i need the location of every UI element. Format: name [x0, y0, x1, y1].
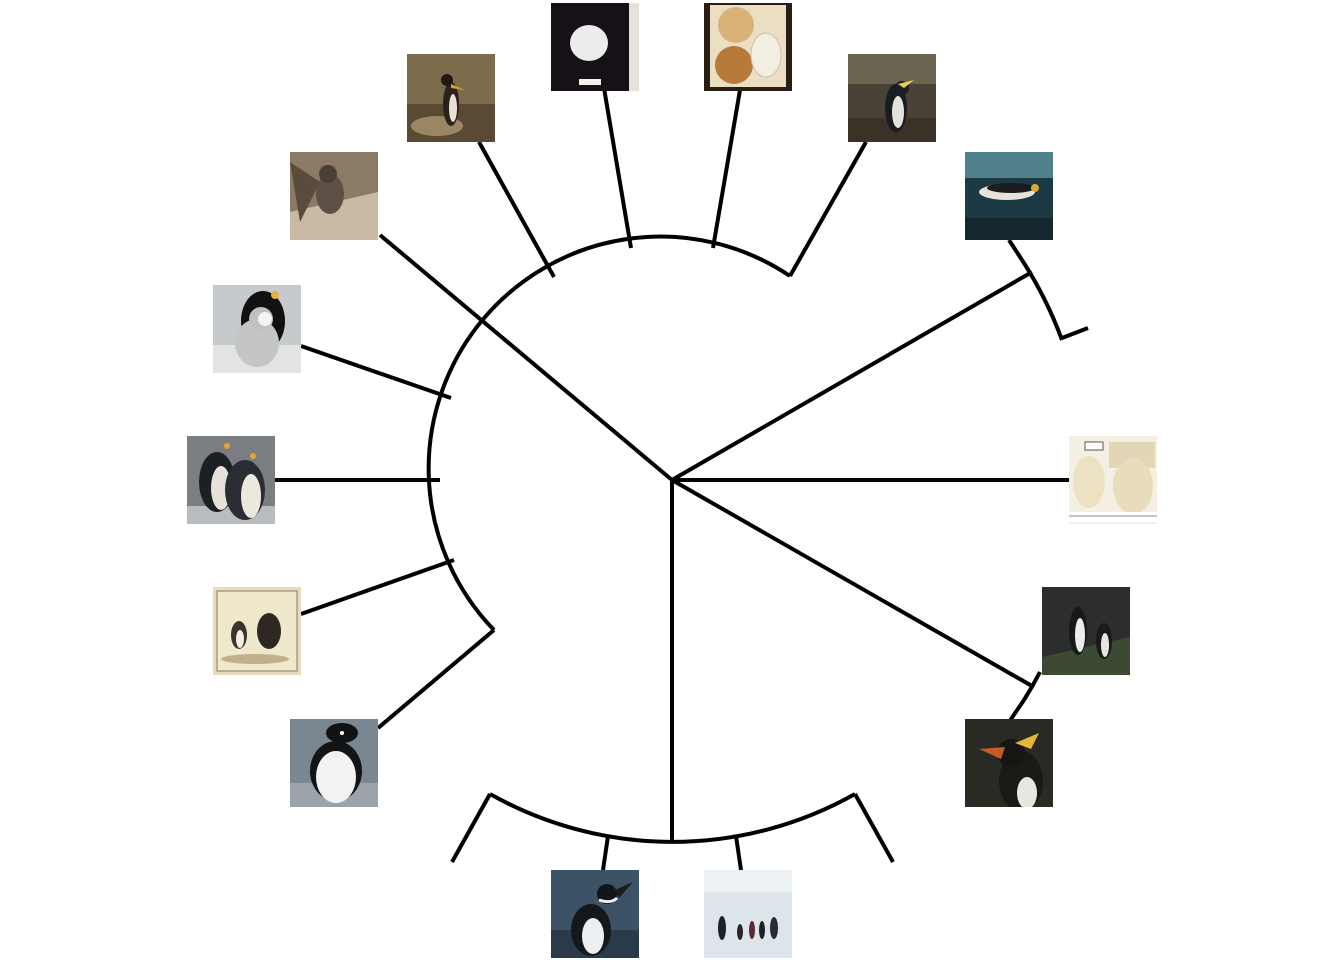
tip-image-penguin-on-rocks	[407, 54, 495, 142]
tree-edge	[711, 89, 742, 249]
tree-edge	[376, 628, 496, 730]
tree-edge	[670, 270, 1034, 482]
tree-edge	[671, 478, 1033, 688]
tree-arc-right-upper	[1020, 258, 1064, 341]
tree-edge	[300, 558, 455, 616]
tip-image-penguin-swimming	[965, 152, 1053, 240]
tree-edge	[300, 344, 452, 400]
tip-image-crested-penguin-forest	[848, 54, 936, 142]
tree-edge	[853, 793, 895, 863]
tree-edge	[450, 793, 492, 863]
tip-image-egg-specimen-dark	[551, 3, 639, 91]
tip-image-macaroni-penguin	[965, 719, 1053, 807]
tree-edge	[477, 141, 556, 278]
tip-image-emperor-penguins-group	[704, 870, 792, 958]
tree-edge	[602, 87, 633, 249]
tree-arc-right-lower	[1022, 671, 1042, 702]
tree-edge	[601, 835, 610, 871]
tip-image-pair-of-eggs-ruler	[1069, 436, 1157, 524]
tree-edge	[1061, 326, 1089, 340]
tip-image-emperor-adult-and-chick	[213, 285, 301, 373]
tree-edge	[378, 233, 674, 482]
tree-edge	[1007, 238, 1024, 262]
tree-edge	[788, 141, 868, 277]
tip-image-penguins-on-cliff	[1042, 587, 1130, 675]
tip-image-magellanic-penguin	[551, 870, 639, 958]
tree-edge	[734, 835, 743, 871]
tip-image-penguin-chick-in-nest	[290, 152, 378, 240]
tree-arc-main	[426, 234, 792, 632]
tip-image-king-penguins	[187, 436, 275, 524]
tip-image-adelie-penguin	[290, 719, 378, 807]
tip-image-eggs-in-box	[704, 3, 792, 91]
tip-image-penguin-plate-drawing	[213, 587, 301, 675]
tree-edge	[1007, 698, 1026, 724]
